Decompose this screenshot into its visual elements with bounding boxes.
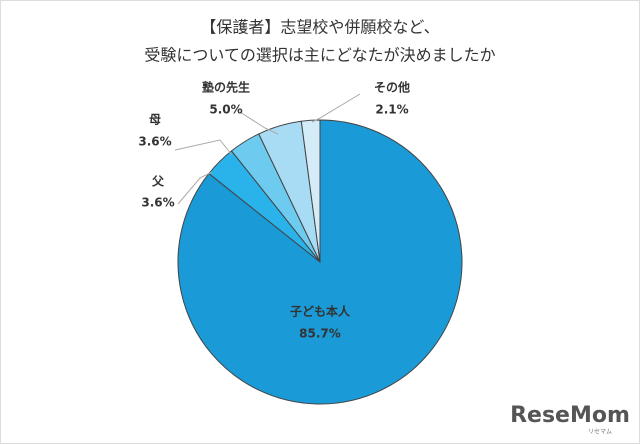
pie-slice bbox=[300, 119, 321, 263]
slice-label: その他 bbox=[374, 80, 410, 95]
watermark: ReseMom bbox=[510, 403, 630, 428]
slices bbox=[177, 119, 463, 405]
slice-value-label: 2.1% bbox=[375, 103, 408, 117]
slice-label: 塾の先生 bbox=[202, 80, 250, 95]
leader-line bbox=[177, 171, 213, 205]
slice-value-label: 3.6% bbox=[141, 196, 174, 210]
labels: 子ども本人 85.7% 父 3.6% 母 3.6% 塾の先生 5.0% その他 … bbox=[138, 80, 410, 341]
slice-label: 父 bbox=[151, 175, 165, 189]
leader-line bbox=[174, 139, 233, 156]
watermark-sub: リセマム bbox=[588, 429, 612, 436]
slice-value-label: 5.0% bbox=[209, 103, 242, 117]
slice-label: 母 bbox=[149, 113, 161, 127]
leader-line bbox=[311, 93, 361, 123]
leader-line bbox=[239, 111, 279, 135]
slice-value-label: 85.7% bbox=[299, 327, 341, 341]
slice-label: 子ども本人 bbox=[290, 304, 351, 319]
chart-title: 受験についての選択は主にどなたが決めましたか bbox=[144, 46, 495, 65]
slice-value-label: 3.6% bbox=[138, 135, 171, 149]
chart-title: 【保護者】志望校や併願校など、 bbox=[200, 18, 439, 37]
